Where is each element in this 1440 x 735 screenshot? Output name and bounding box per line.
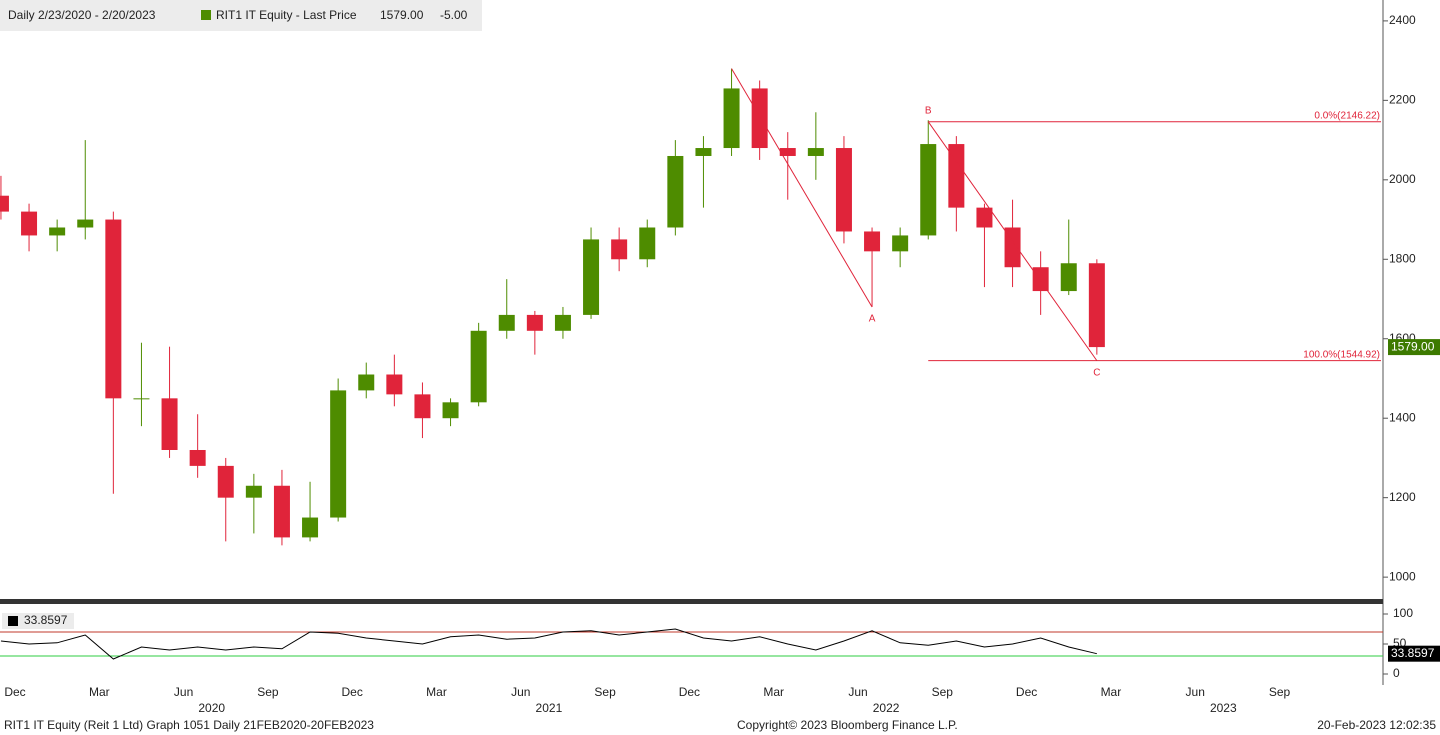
x-tick-label: Sep xyxy=(594,685,616,699)
x-year-label: 2021 xyxy=(536,701,563,715)
candle-body xyxy=(21,211,38,236)
x-tick-label: Sep xyxy=(257,685,279,699)
x-tick-label: Sep xyxy=(932,685,954,699)
y-tick-label: 2400 xyxy=(1389,13,1416,27)
x-tick-label: Sep xyxy=(1269,685,1291,699)
wave-line xyxy=(731,68,873,308)
candle-body xyxy=(470,330,487,403)
x-tick-label: Jun xyxy=(174,685,193,699)
price-tag-label: 1579.00 xyxy=(1391,339,1435,353)
candle-body xyxy=(302,517,319,538)
candle-body xyxy=(948,144,965,208)
legend-swatch xyxy=(201,10,211,20)
rsi-tick-label: 100 xyxy=(1393,606,1413,620)
candle-body xyxy=(273,485,290,538)
candle-body xyxy=(1060,263,1077,292)
y-tick-label: 2200 xyxy=(1389,93,1416,107)
pane-divider xyxy=(0,599,1383,604)
footer-right: 20-Feb-2023 12:02:35 xyxy=(1317,718,1436,732)
x-year-label: 2023 xyxy=(1210,701,1237,715)
rsi-swatch xyxy=(8,616,18,626)
candle-body xyxy=(920,144,937,236)
x-year-label: 2020 xyxy=(198,701,225,715)
wave-line xyxy=(927,121,1098,361)
rsi-tag xyxy=(1388,645,1440,662)
candle-body xyxy=(835,148,852,232)
x-tick-label: Jun xyxy=(1186,685,1205,699)
candle-body xyxy=(611,239,628,260)
wave-label: A xyxy=(869,314,876,325)
x-tick-label: Dec xyxy=(679,685,700,699)
candle-body xyxy=(1004,227,1021,268)
x-tick-label: Mar xyxy=(426,685,447,699)
x-tick-label: Jun xyxy=(848,685,867,699)
rsi-legend-box xyxy=(2,613,74,629)
candle-body xyxy=(386,374,403,395)
x-tick-label: Jun xyxy=(511,685,530,699)
candle-body xyxy=(49,227,66,236)
candle-body xyxy=(245,485,262,498)
chart-title: Daily 2/23/2020 - 2/20/2023 xyxy=(8,8,156,22)
price-tag xyxy=(1388,339,1440,356)
rsi-legend: 33.8597 xyxy=(24,613,68,627)
wave-label: B xyxy=(925,105,932,116)
candle-body xyxy=(133,398,150,400)
legend-last: 1579.00 xyxy=(380,8,424,22)
candle-body xyxy=(189,449,206,466)
rsi-tick-label: 0 xyxy=(1393,666,1400,680)
candle-body xyxy=(1088,263,1105,348)
candle-body xyxy=(358,374,375,391)
wave-label: C xyxy=(1093,367,1100,378)
rsi-tag-label: 33.8597 xyxy=(1391,646,1435,660)
candle-body xyxy=(105,219,122,399)
candle-body xyxy=(161,398,178,450)
x-tick-label: Mar xyxy=(1101,685,1122,699)
fib-label: 0.0%(2146.22) xyxy=(1314,110,1380,121)
candle-body xyxy=(554,314,571,331)
x-tick-label: Dec xyxy=(4,685,25,699)
candle-body xyxy=(414,394,431,419)
candle-body xyxy=(0,195,9,212)
x-year-label: 2022 xyxy=(873,701,900,715)
candle-body xyxy=(77,219,94,228)
candle-body xyxy=(217,465,234,498)
candle-body xyxy=(498,314,515,331)
y-tick-label: 1400 xyxy=(1389,410,1416,424)
legend-box xyxy=(0,0,482,31)
candle-body xyxy=(723,88,740,149)
x-tick-label: Dec xyxy=(1016,685,1037,699)
y-tick-label: 1000 xyxy=(1389,569,1416,583)
candle-body xyxy=(751,88,768,149)
footer-center: Copyright© 2023 Bloomberg Finance L.P. xyxy=(737,718,958,732)
candle-body xyxy=(695,148,712,156)
candle-body xyxy=(442,402,459,419)
x-tick-label: Dec xyxy=(342,685,363,699)
x-tick-label: Mar xyxy=(763,685,784,699)
y-tick-label: 2000 xyxy=(1389,172,1416,186)
candle-body xyxy=(330,390,347,518)
candle-body xyxy=(892,235,909,252)
candle-body xyxy=(583,239,600,315)
candle-body xyxy=(779,148,796,156)
footer-left: RIT1 IT Equity (Reit 1 Ltd) Graph 1051 D… xyxy=(4,718,374,732)
candle-body xyxy=(526,314,543,331)
candle-body xyxy=(976,207,993,228)
candle-body xyxy=(864,231,881,252)
candle-body xyxy=(667,155,684,228)
y-tick-label: 1200 xyxy=(1389,490,1416,504)
candle-body xyxy=(807,148,824,156)
legend-name: RIT1 IT Equity - Last Price xyxy=(216,8,357,22)
x-tick-label: Mar xyxy=(89,685,110,699)
rsi-line xyxy=(0,628,1097,660)
candle-body xyxy=(639,227,656,260)
legend-change: -5.00 xyxy=(440,8,468,22)
y-tick-label: 1800 xyxy=(1389,251,1416,265)
fib-label: 100.0%(1544.92) xyxy=(1303,349,1380,360)
candle-body xyxy=(1032,267,1049,292)
